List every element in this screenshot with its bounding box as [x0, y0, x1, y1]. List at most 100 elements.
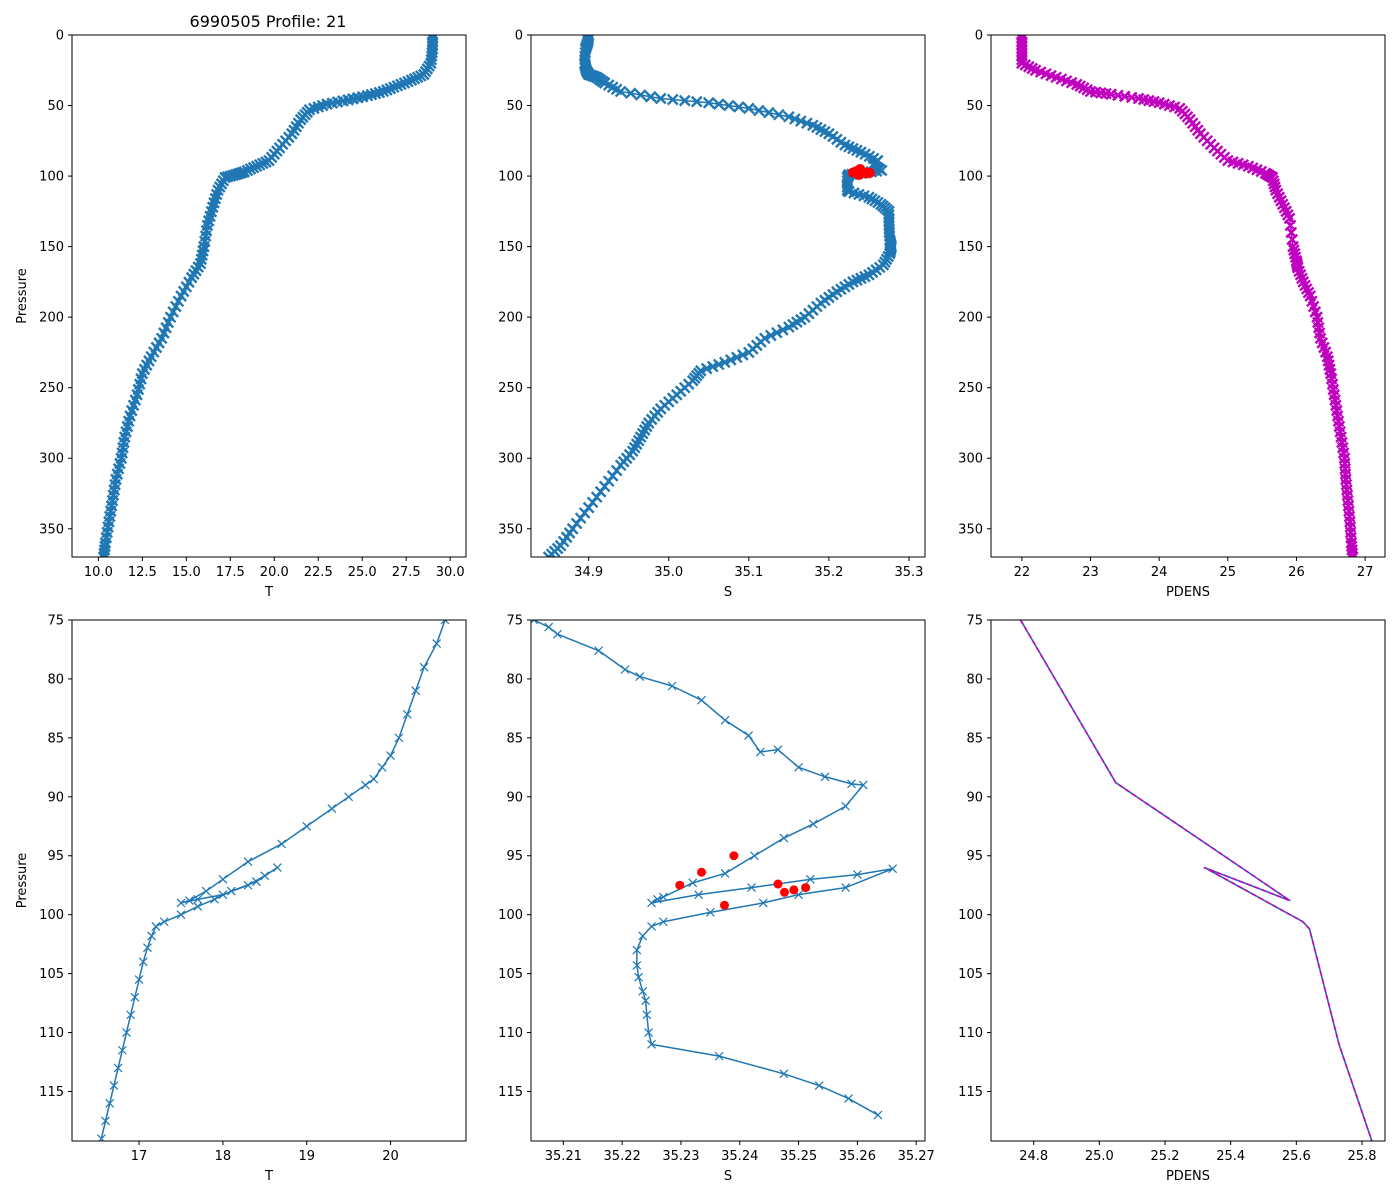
y-tick-label: 115	[958, 1085, 983, 1100]
x-tick-label: 15.0	[172, 565, 201, 580]
data-point-marker	[841, 883, 851, 892]
data-point-marker	[394, 733, 404, 743]
y-tick-label: 85	[966, 731, 983, 746]
axes-frame	[530, 34, 926, 558]
y-tick-label: 110	[39, 1026, 64, 1041]
data-point-marker	[624, 87, 637, 100]
y-tick-label: 100	[958, 908, 983, 923]
data-point-marker	[210, 894, 219, 904]
flagged-point	[853, 169, 864, 180]
x-tick-label: 35.2	[814, 565, 843, 580]
flagged-point	[719, 900, 729, 910]
x-tick-label: 17	[131, 1149, 148, 1164]
data-point-marker	[109, 1081, 119, 1091]
y-tick-label: 0	[515, 29, 523, 44]
y-tick-label: 95	[966, 849, 983, 864]
data-point-marker	[820, 772, 830, 782]
figure-title: 6990505 Profile: 21	[190, 12, 347, 31]
x-tick-label: 25.8	[1348, 1149, 1377, 1164]
x-axis-label: T	[264, 585, 273, 600]
x-tick-label: 12.5	[128, 565, 157, 580]
data-point-marker	[594, 646, 604, 656]
data-point-marker	[386, 751, 395, 760]
data-point-marker	[779, 833, 789, 843]
y-tick-label: 150	[958, 240, 983, 255]
y-axis-label: Pressure	[15, 268, 30, 324]
x-tick-label: 25.6	[1282, 1149, 1311, 1164]
data-point-marker	[752, 104, 765, 117]
y-tick-label: 0	[975, 29, 983, 44]
flagged-point	[729, 851, 739, 861]
data-point-marker	[122, 1028, 131, 1037]
x-tick-label: 22.5	[304, 565, 333, 580]
flagged-point	[697, 867, 707, 877]
data-point-marker	[184, 896, 194, 905]
x-tick-label: 23	[1082, 565, 1099, 580]
data-point-marker	[688, 878, 698, 888]
y-tick-label: 75	[506, 614, 523, 629]
y-tick-label: 100	[498, 170, 523, 185]
data-point-marker	[138, 957, 148, 967]
x-tick-label: 35.25	[780, 1149, 817, 1164]
x-axis-label: S	[724, 585, 732, 600]
y-tick-label: 115	[498, 1085, 523, 1100]
data-point-marker	[369, 774, 379, 784]
y-tick-label: 300	[39, 452, 64, 467]
y-tick-label: 0	[56, 29, 64, 44]
x-axis-label: PDENS	[1166, 585, 1210, 600]
y-tick-label: 75	[47, 614, 64, 629]
data-point-marker	[97, 551, 110, 557]
data-point-marker	[1346, 551, 1359, 557]
data-point-marker	[440, 620, 450, 625]
data-point-marker	[126, 1010, 136, 1020]
y-tick-label: 250	[958, 381, 983, 396]
data-point-marker	[638, 986, 648, 996]
y-tick-label: 100	[39, 908, 64, 923]
x-tick-label: 34.9	[574, 565, 603, 580]
data-point-marker	[773, 745, 783, 755]
y-tick-label: 350	[958, 522, 983, 537]
data-point-marker	[844, 1094, 853, 1103]
plot-area	[96, 620, 450, 1141]
data-point-marker	[243, 857, 253, 867]
data-point-marker	[632, 960, 642, 970]
x-tick-label: 25.4	[1216, 1149, 1245, 1164]
data-point-marker	[226, 886, 236, 896]
data-point-marker	[635, 672, 645, 682]
data-point-marker	[402, 75, 414, 88]
y-tick-label: 300	[958, 452, 983, 467]
y-tick-label: 80	[506, 672, 523, 687]
data-point-marker	[218, 874, 228, 884]
data-point-marker	[360, 780, 370, 790]
x-tick-label: 25.0	[348, 565, 377, 580]
data-point-marker	[96, 1134, 106, 1141]
flagged-point	[779, 887, 789, 897]
y-tick-label: 150	[498, 240, 523, 255]
chart-panel-top-left: 10.0 12.5 15.0 17.5 20.0 22.5 25.0 27.5 30.0 0 50 1…	[15, 29, 467, 600]
data-point-marker	[411, 686, 421, 696]
y-tick-label: 100	[39, 170, 64, 185]
data-point-marker	[425, 53, 438, 66]
x-tick-label: 25	[1220, 565, 1237, 580]
y-tick-label: 80	[966, 672, 983, 687]
data-point-marker	[805, 874, 815, 884]
flagged-point	[789, 885, 799, 895]
y-tick-label: 95	[47, 849, 64, 864]
data-point-marker	[808, 819, 818, 829]
data-point-marker	[193, 894, 203, 904]
data-point-marker	[130, 992, 140, 1002]
data-point-marker	[113, 1063, 123, 1073]
data-point-marker	[1293, 265, 1306, 278]
data-point-marker	[779, 1069, 789, 1079]
x-tick-label: 27	[1357, 565, 1374, 580]
y-tick-label: 200	[498, 311, 523, 326]
x-axis-label: S	[724, 1169, 732, 1184]
axes-frame	[990, 619, 1386, 1142]
axes-frame	[990, 34, 1386, 558]
x-tick-label: 35.22	[604, 1149, 641, 1164]
x-tick-label: 35.26	[839, 1149, 876, 1164]
data-point-marker	[647, 898, 656, 908]
chart-panel-bottom-middle: 35.21 35.22 35.23 35.24 35.25 35.26 35.27 75 80 8…	[498, 614, 935, 1185]
data-point-marker	[750, 851, 759, 861]
